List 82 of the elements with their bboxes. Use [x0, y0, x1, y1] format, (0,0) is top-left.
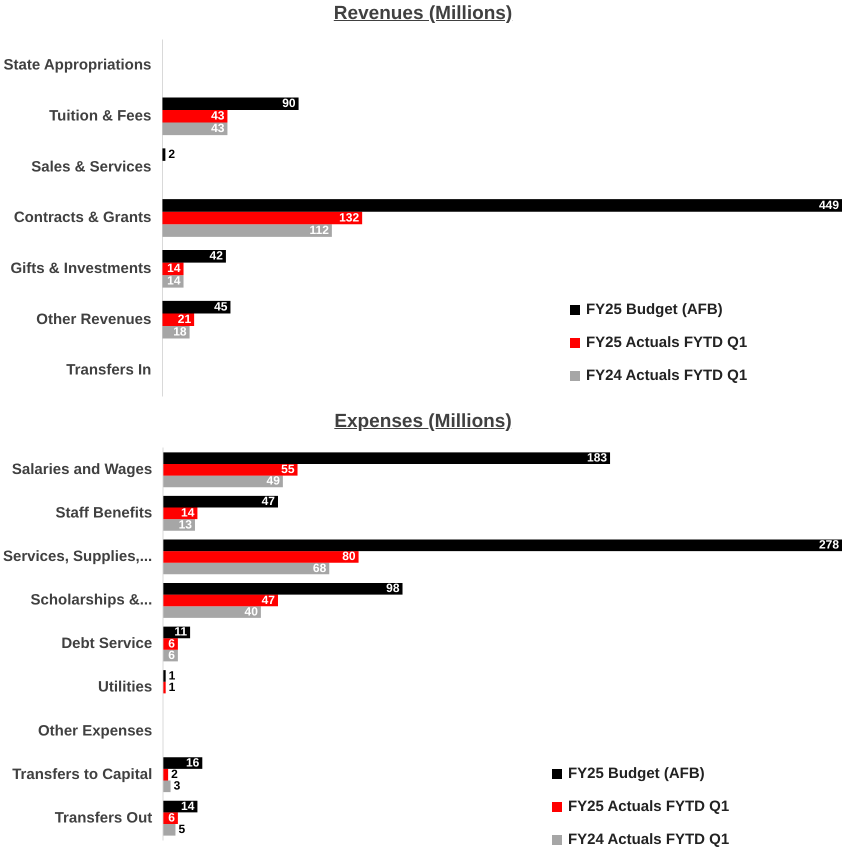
- bar: [162, 212, 362, 224]
- bar: [162, 122, 228, 136]
- y-tick-label: Staff Benefits: [56, 504, 152, 522]
- data-label: 6: [168, 810, 176, 825]
- legend-label: FY25 Budget (AFB): [568, 765, 705, 782]
- legend-label: FY25 Actuals FYTD Q1: [586, 334, 748, 351]
- bar: [162, 97, 299, 110]
- data-label: 6: [168, 648, 176, 662]
- data-label: 3: [174, 778, 181, 793]
- bar: [162, 148, 166, 161]
- bar: [163, 606, 261, 618]
- data-label: 14: [167, 274, 181, 288]
- data-label: 55: [281, 462, 295, 476]
- y-tick-label: Transfers Out: [54, 809, 152, 826]
- y-tick-label: Other Expenses: [38, 722, 152, 740]
- data-label: 132: [339, 210, 360, 224]
- y-tick-label: Tuition & Fees: [49, 107, 152, 124]
- legend-label: FY25 Actuals FYTD Q1: [568, 798, 730, 815]
- bar: [163, 476, 283, 488]
- y-tick-label: Other Revenues: [36, 310, 152, 328]
- data-label: 14: [181, 798, 195, 813]
- y-tick-label: Services, Supplies,...: [2, 548, 152, 566]
- bar: [163, 768, 168, 780]
- data-label: 90: [282, 96, 296, 110]
- y-tick-label: Transfers In: [66, 362, 152, 379]
- bar: [163, 562, 330, 574]
- data-label: 47: [262, 592, 276, 607]
- y-tick-label: Scholarships &...: [30, 592, 152, 609]
- data-label: 49: [266, 474, 280, 488]
- data-label: 5: [178, 822, 186, 836]
- data-label: 183: [587, 450, 608, 464]
- data-label: 42: [210, 248, 224, 263]
- data-label: 2: [171, 766, 178, 781]
- bar: [162, 300, 230, 314]
- y-tick-label: Contracts & Grants: [14, 209, 152, 226]
- data-label: 16: [186, 755, 200, 770]
- y-tick-label: Sales & Services: [31, 158, 152, 176]
- chart-title: Expenses (Millions): [333, 410, 513, 434]
- bar: [162, 110, 228, 123]
- bar: [162, 224, 332, 237]
- data-label: 80: [342, 549, 356, 564]
- data-label: 47: [262, 494, 276, 508]
- data-label: 11: [174, 624, 188, 639]
- data-label: 1: [168, 680, 176, 694]
- bar: [163, 464, 298, 476]
- bar: [163, 583, 403, 595]
- data-label: 2: [168, 146, 176, 161]
- data-label: 278: [818, 538, 840, 552]
- data-label: 14: [181, 506, 195, 520]
- bar: [163, 824, 176, 836]
- bar: [163, 539, 842, 552]
- y-tick-label: Gifts & Investments: [10, 260, 152, 277]
- y-tick-label: State Appropriations: [4, 56, 152, 74]
- data-label: 43: [211, 121, 225, 136]
- legend-label: FY24 Actuals FYTD Q1: [586, 367, 748, 384]
- bar: [162, 199, 842, 212]
- y-tick-label: Transfers to Capital: [12, 766, 152, 783]
- legend-label: FY25 Budget (AFB): [586, 301, 723, 318]
- y-tick-label: Debt Service: [61, 635, 152, 652]
- data-label: 43: [211, 108, 225, 123]
- bar: [163, 551, 359, 563]
- bar: [163, 452, 610, 464]
- bar: [163, 496, 278, 508]
- data-label: 6: [168, 636, 176, 650]
- data-label: 13: [178, 517, 192, 532]
- bar: [163, 780, 171, 792]
- chart-title: Revenues (Millions): [332, 2, 514, 26]
- data-label: 68: [312, 560, 327, 575]
- data-label: 98: [386, 581, 400, 596]
- y-tick-label: Utilities: [98, 678, 152, 696]
- bar: [163, 594, 278, 606]
- data-label: 40: [244, 604, 258, 618]
- data-label: 112: [310, 222, 330, 237]
- data-label: 1: [168, 668, 176, 682]
- y-tick-label: Salaries and Wages: [12, 460, 152, 478]
- data-label: 21: [178, 312, 192, 326]
- data-label: 449: [818, 198, 840, 212]
- data-label: 14: [167, 261, 181, 276]
- legend-label: FY24 Actuals FYTD Q1: [568, 831, 730, 848]
- bar: [162, 250, 226, 263]
- data-label: 45: [214, 299, 228, 314]
- data-label: 18: [173, 324, 187, 339]
